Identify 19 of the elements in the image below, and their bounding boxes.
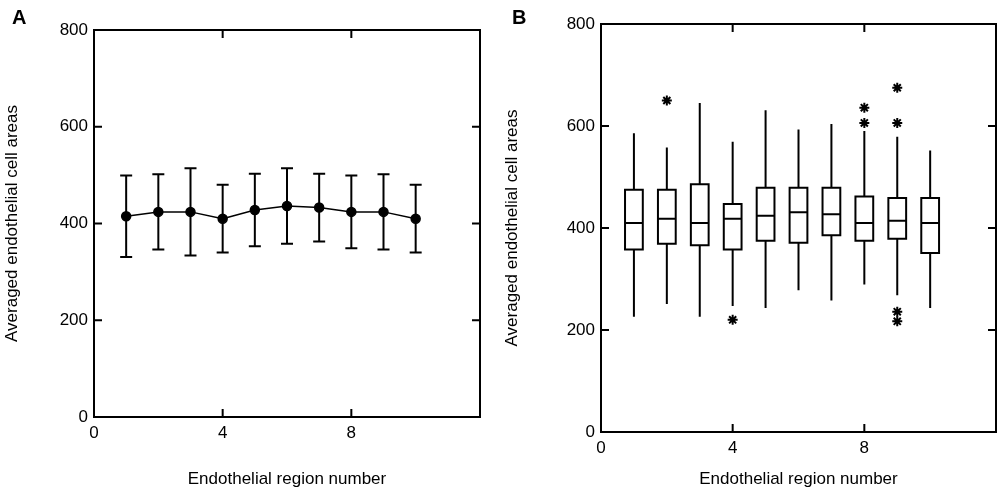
y-tick-label: 800 — [59, 19, 88, 39]
x-tick-label: 8 — [859, 437, 870, 457]
y-axis-title: Averaged endothelial cell areas — [501, 109, 521, 347]
y-tick-label: 0 — [78, 406, 88, 426]
y-tick-label: 600 — [59, 116, 88, 136]
x-tick-label: 8 — [346, 422, 357, 442]
y-tick-label: 400 — [59, 213, 88, 233]
x-tick-label: 4 — [727, 437, 738, 457]
chart-title: B — [512, 5, 527, 28]
x-axis-title: Endothelial region number — [699, 469, 899, 489]
y-tick-label: 200 — [59, 309, 88, 329]
y-tick-label: 400 — [566, 217, 595, 237]
chart-title: A — [12, 5, 27, 28]
x-axis-title: Endothelial region number — [187, 469, 387, 489]
y-axis-title: Averaged endothelial cell areas — [1, 105, 21, 342]
y-tick-label: 200 — [566, 319, 595, 339]
y-tick-label: 600 — [566, 115, 595, 135]
y-tick-label: 800 — [566, 13, 595, 33]
x-tick-label: 4 — [217, 422, 228, 442]
